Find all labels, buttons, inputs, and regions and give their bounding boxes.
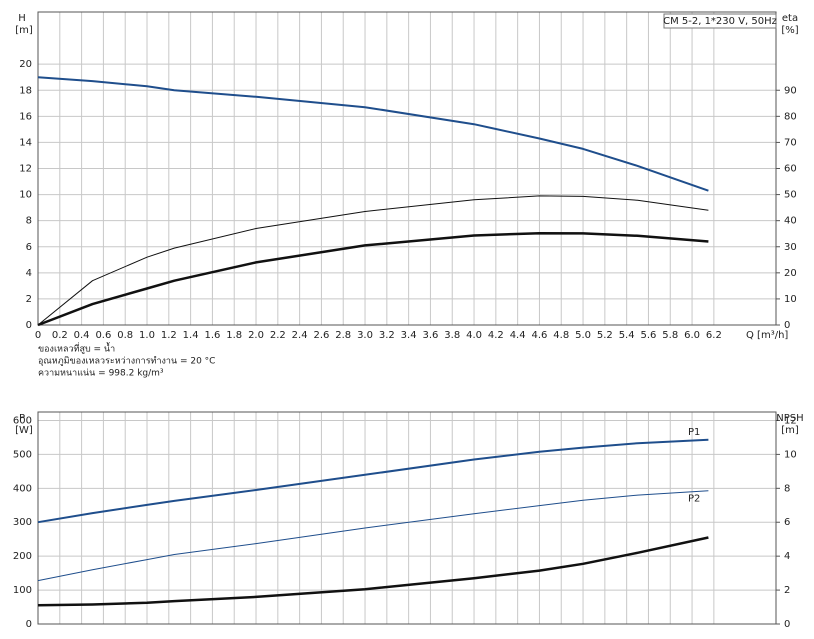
y2-unit: [%] xyxy=(781,25,798,36)
y2-label: eta xyxy=(782,13,798,24)
note: ของเหลวที่สูบ = น้ำ xyxy=(38,342,115,355)
y-unit: [W] xyxy=(15,425,33,436)
curve-label: P2 xyxy=(688,494,700,505)
y2-tick-label: 60 xyxy=(784,164,797,175)
note: อุณหภูมิของเหลวระหว่างการทำงาน = 20 °C xyxy=(38,356,215,367)
x-tick-label: 2.6 xyxy=(313,330,329,341)
info-text: CM 5-2, 1*230 V, 50Hz xyxy=(663,16,777,27)
y2-tick-label: 10 xyxy=(784,449,797,460)
x-tick-label: 5.4 xyxy=(619,330,635,341)
x-tick-label: 5.0 xyxy=(575,330,591,341)
y-tick-label: 12 xyxy=(19,164,32,175)
x-tick-label: 1.8 xyxy=(226,330,242,341)
x-tick-label: 4.0 xyxy=(466,330,482,341)
y-unit: [m] xyxy=(15,25,33,36)
y-tick-label: 200 xyxy=(13,551,32,562)
x-tick-label: 3.0 xyxy=(357,330,373,341)
y-tick-label: 400 xyxy=(13,483,32,494)
x-tick-label: 3.8 xyxy=(444,330,460,341)
y2-tick-label: 20 xyxy=(784,268,797,279)
y-tick-label: 600 xyxy=(13,415,32,426)
x-tick-label: 4.4 xyxy=(510,330,526,341)
y2-tick-label: 70 xyxy=(784,137,797,148)
x-tick-label: 5.2 xyxy=(597,330,613,341)
y2-tick-label: 30 xyxy=(784,242,797,253)
x-tick-label: 0.2 xyxy=(52,330,68,341)
y-tick-label: 2 xyxy=(26,294,32,305)
y2-tick-label: 2 xyxy=(784,585,790,596)
plot-frame xyxy=(37,411,777,625)
plot-frame xyxy=(37,11,777,326)
x-label: Q [m³/h] xyxy=(746,330,788,341)
x-tick-label: 2.4 xyxy=(292,330,308,341)
y2-tick-label: 50 xyxy=(784,190,797,201)
x-tick-label: 6.0 xyxy=(684,330,700,341)
y2-tick-label: 80 xyxy=(784,111,797,122)
x-tick-label: 4.8 xyxy=(553,330,569,341)
y-tick-label: 20 xyxy=(19,59,32,70)
curve xyxy=(37,536,709,607)
curve-label: P1 xyxy=(688,427,700,438)
note: ความหนาแน่น = 998.2 kg/m³ xyxy=(38,369,164,379)
x-tick-label: 1.4 xyxy=(183,330,199,341)
curve xyxy=(37,231,709,327)
x-tick-label: 3.6 xyxy=(422,330,438,341)
y-tick-label: 18 xyxy=(19,85,32,96)
y2-tick-label: 12 xyxy=(784,415,797,426)
x-tick-label: 3.4 xyxy=(401,330,417,341)
y2-tick-label: 4 xyxy=(784,551,790,562)
y-tick-label: 0 xyxy=(26,619,32,630)
x-tick-label: 6.2 xyxy=(706,330,722,341)
x-tick-label: 2.0 xyxy=(248,330,264,341)
y-tick-label: 0 xyxy=(26,320,32,331)
x-tick-label: 0.4 xyxy=(74,330,90,341)
y2-label: NPSH xyxy=(776,413,803,424)
y2-tick-label: 40 xyxy=(784,216,797,227)
x-tick-label: 2.8 xyxy=(335,330,351,341)
y-tick-label: 4 xyxy=(26,268,32,279)
y2-unit: [m] xyxy=(781,425,799,436)
x-tick-label: 0.8 xyxy=(117,330,133,341)
y-tick-label: 10 xyxy=(19,190,32,201)
y-tick-label: 100 xyxy=(13,585,32,596)
curve xyxy=(37,195,709,326)
x-tick-label: 5.8 xyxy=(662,330,678,341)
y2-tick-label: 6 xyxy=(784,517,790,528)
y2-tick-label: 90 xyxy=(784,85,797,96)
x-tick-label: 0.6 xyxy=(95,330,111,341)
x-tick-label: 0 xyxy=(35,330,41,341)
x-tick-label: 1.2 xyxy=(161,330,177,341)
y2-tick-label: 0 xyxy=(784,320,790,331)
y-label: H xyxy=(18,13,26,24)
x-tick-label: 4.2 xyxy=(488,330,504,341)
x-tick-label: 5.6 xyxy=(641,330,657,341)
curve xyxy=(37,76,709,192)
x-tick-label: 1.6 xyxy=(204,330,220,341)
x-tick-label: 3.2 xyxy=(379,330,395,341)
y2-tick-label: 0 xyxy=(784,619,790,630)
y2-tick-label: 10 xyxy=(784,294,797,305)
x-tick-label: 1.0 xyxy=(139,330,155,341)
y-tick-label: 300 xyxy=(13,517,32,528)
x-tick-label: 4.6 xyxy=(531,330,547,341)
y-tick-label: 8 xyxy=(26,216,32,227)
y-tick-label: 14 xyxy=(19,137,32,148)
info-box xyxy=(663,13,777,29)
curve xyxy=(37,438,709,524)
y2-tick-label: 8 xyxy=(784,483,790,494)
y-tick-label: 6 xyxy=(26,242,32,253)
x-tick-label: 2.2 xyxy=(270,330,286,341)
curve xyxy=(37,490,709,582)
y-tick-label: 500 xyxy=(13,449,32,460)
y-label: P xyxy=(19,413,25,424)
y-tick-label: 16 xyxy=(19,111,32,122)
